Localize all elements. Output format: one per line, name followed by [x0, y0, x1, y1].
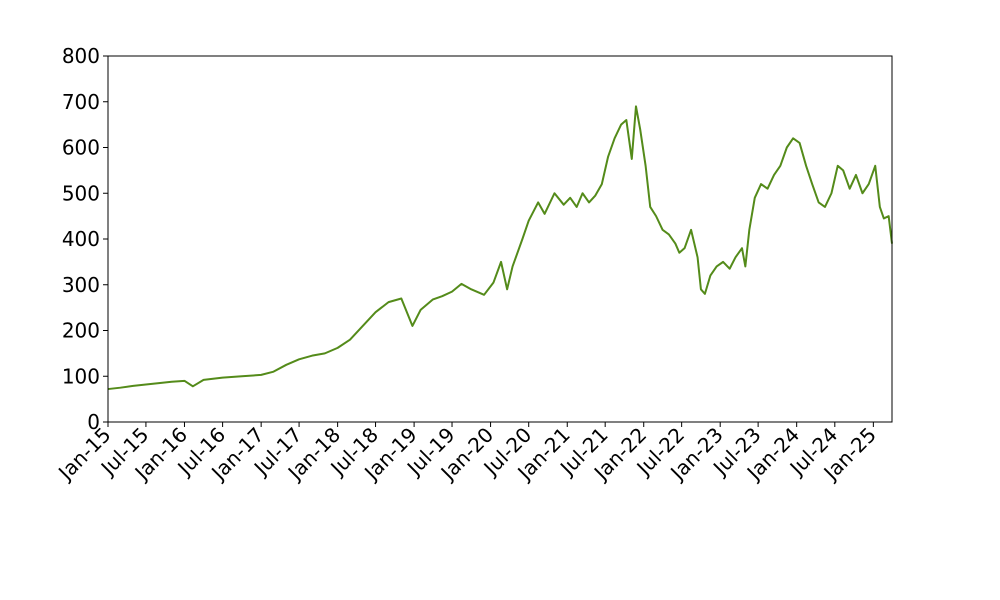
- y-tick-label: 500: [62, 181, 100, 205]
- y-tick-label: 800: [62, 44, 100, 68]
- y-tick-label: 600: [62, 136, 100, 160]
- y-tick-label: 400: [62, 227, 100, 251]
- x-axis: Jan-15Jul-15Jan-16Jul-16Jan-17Jul-17Jan-…: [52, 422, 881, 486]
- y-axis: 0 100 200 300 400 500 600 700 800: [62, 44, 108, 434]
- plot-area-frame: [107, 55, 893, 423]
- series-line: [107, 105, 893, 391]
- y-tick-label: 300: [62, 273, 100, 297]
- y-tick-label: 0: [87, 410, 100, 434]
- y-tick-label: 100: [62, 364, 100, 388]
- y-tick-label: 200: [62, 319, 100, 343]
- y-tick-label: 700: [62, 90, 100, 114]
